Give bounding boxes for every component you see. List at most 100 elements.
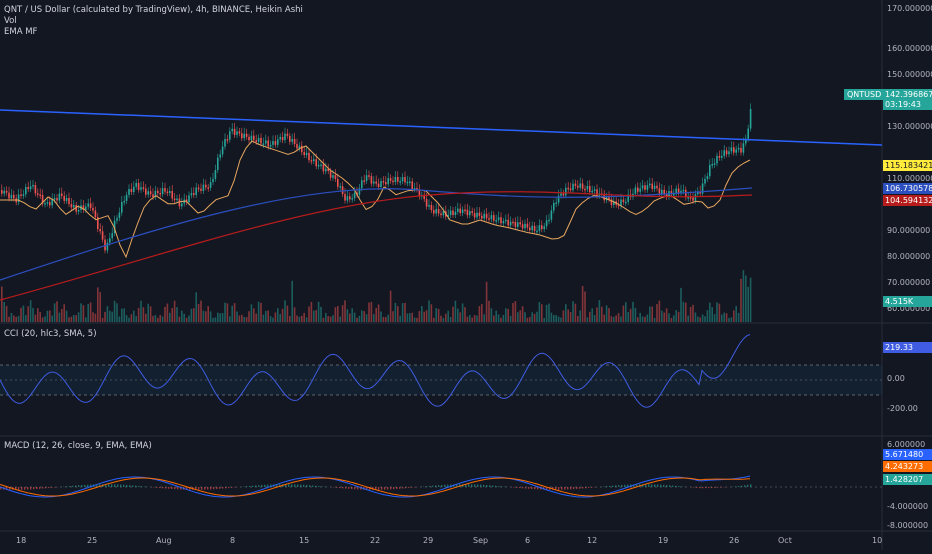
price-tick: 170.000000: [887, 4, 932, 13]
candle: [25, 187, 27, 194]
candle: [380, 181, 382, 187]
candle: [239, 131, 241, 133]
volume-bar: [740, 279, 742, 322]
volume-bar: [270, 316, 272, 322]
macd-histogram-bar: [609, 486, 610, 487]
candle: [66, 198, 68, 201]
volume-bar: [589, 312, 591, 322]
macd-histogram-bar: [666, 485, 667, 487]
candle: [320, 165, 322, 167]
volume-bar: [140, 301, 142, 322]
candle: [282, 137, 284, 140]
macd-tick: -4.000000: [887, 502, 928, 511]
candle: [59, 194, 61, 201]
candle: [217, 158, 219, 170]
volume-bar: [687, 316, 689, 322]
candle: [678, 189, 680, 193]
volume-bar: [661, 311, 663, 322]
symbol-title[interactable]: QNT / US Dollar (calculated by TradingVi…: [4, 5, 303, 16]
volume-bar: [195, 292, 197, 322]
volume-bar: [555, 315, 557, 322]
cci-legend[interactable]: CCI (20, hlc3, SMA, 5): [4, 329, 97, 340]
macd-histogram-bar: [210, 487, 211, 489]
volume-bar: [522, 306, 524, 322]
ema-short-line: [0, 141, 750, 257]
volume-bar: [25, 315, 27, 322]
volume-bar: [500, 318, 502, 322]
candle: [570, 188, 572, 190]
volume-bar: [539, 302, 541, 322]
candle: [222, 147, 224, 155]
volume-bar: [731, 317, 733, 322]
macd-histogram-bar: [708, 487, 709, 488]
volume-bar: [546, 305, 548, 322]
candle: [524, 224, 526, 229]
volume-bar: [131, 314, 133, 322]
macd-histogram-bar: [165, 487, 166, 489]
macd-histogram-bar: [294, 484, 295, 487]
volume-bar: [366, 314, 368, 322]
macd-histogram-bar: [675, 486, 676, 487]
candle: [625, 202, 627, 204]
candle: [704, 179, 706, 184]
volume-bar: [203, 311, 205, 322]
candle: [35, 185, 37, 193]
candle: [500, 217, 502, 223]
candle: [95, 211, 97, 218]
candle: [1, 190, 3, 194]
macd-histogram-bar: [87, 485, 88, 487]
macd-histogram-bar: [129, 485, 130, 487]
price-tick: 110.000000: [887, 174, 932, 183]
macd-histogram-bar: [441, 485, 442, 487]
volume-bar: [359, 316, 361, 322]
volume-bar: [121, 309, 123, 322]
candle: [731, 147, 733, 151]
candle: [193, 193, 195, 195]
volume-bar: [23, 306, 25, 322]
volume-bar: [193, 308, 195, 322]
macd-histogram-bar: [123, 485, 124, 487]
candle: [591, 191, 593, 193]
candle: [546, 220, 548, 226]
candle: [721, 156, 723, 158]
macd-histogram-bar: [339, 487, 340, 488]
macd-histogram-bar: [303, 485, 304, 487]
price-tick: 80.000000: [887, 252, 930, 261]
macd-histogram-bar: [654, 484, 655, 487]
candle: [13, 195, 15, 198]
macd-histogram-bar: [714, 487, 715, 488]
volume-bar: [229, 316, 231, 322]
candle: [503, 221, 505, 223]
volume-bar: [577, 316, 579, 322]
volume-bar: [37, 308, 39, 322]
ema-legend[interactable]: EMA MF: [4, 27, 303, 38]
candle: [397, 177, 399, 182]
volume-bar: [239, 316, 241, 322]
time-tick: 8: [230, 536, 235, 545]
candle: [236, 131, 238, 134]
volume-legend[interactable]: Vol: [4, 16, 303, 27]
macd-histogram-bar: [348, 487, 349, 489]
candle: [164, 188, 166, 191]
volume-bar: [565, 304, 567, 322]
macd-histogram-bar: [471, 484, 472, 487]
candle: [145, 189, 147, 195]
macd-histogram-bar: [561, 487, 562, 490]
volume-bar: [311, 302, 313, 322]
macd-histogram-bar: [342, 487, 343, 488]
time-tick: Oct: [778, 536, 792, 545]
volume-bar: [186, 318, 188, 322]
macd-histogram-bar: [579, 487, 580, 489]
volume-bar: [299, 317, 301, 322]
macd-histogram-bar: [435, 485, 436, 487]
candle: [711, 164, 713, 166]
candle: [527, 224, 529, 228]
candle: [690, 197, 692, 199]
volume-bar: [551, 313, 553, 322]
volume-bar: [714, 314, 716, 322]
macd-histogram-bar: [288, 484, 289, 487]
volume-bar: [519, 310, 521, 322]
macd-legend[interactable]: MACD (12, 26, close, 9, EMA, EMA): [4, 441, 152, 452]
